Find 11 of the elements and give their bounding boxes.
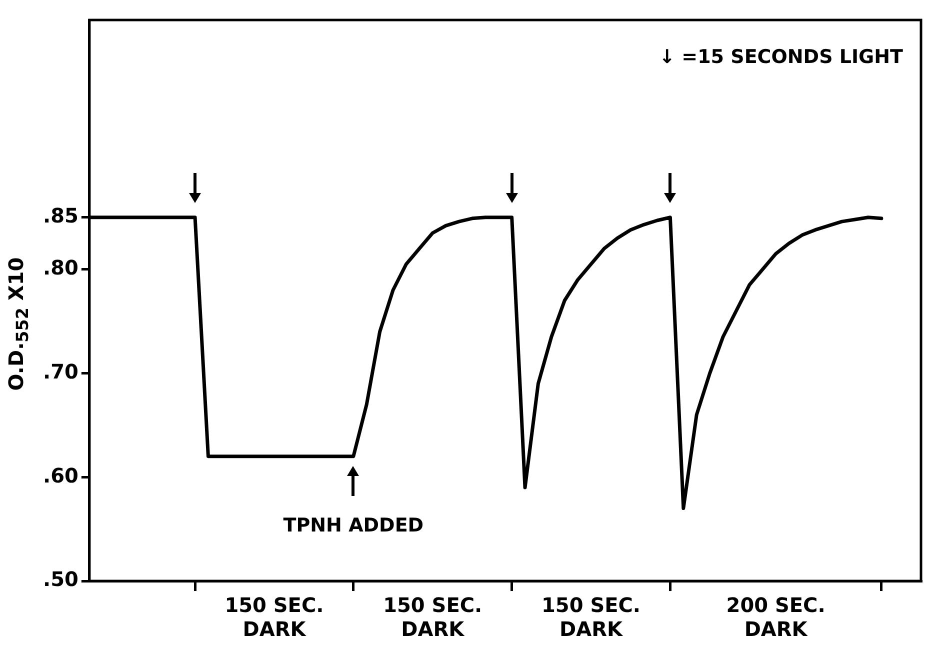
x-tick-label: 150 SEC. DARK: [383, 593, 482, 642]
y-tick-label: .50: [42, 567, 78, 592]
y-tick-label: .60: [42, 463, 78, 488]
x-tick-label: 200 SEC. DARK: [726, 593, 826, 642]
y-tick-label: .70: [42, 359, 78, 384]
x-tick-label: 150 SEC. DARK: [224, 593, 324, 642]
annotation: TPNH ADDED: [283, 514, 424, 536]
y-tick-label: .85: [42, 204, 78, 228]
y-tick-label: .80: [42, 256, 78, 280]
annotation: ↓ =15 SECONDS LIGHT: [659, 46, 904, 68]
x-tick-label: 150 SEC. DARK: [541, 593, 641, 642]
